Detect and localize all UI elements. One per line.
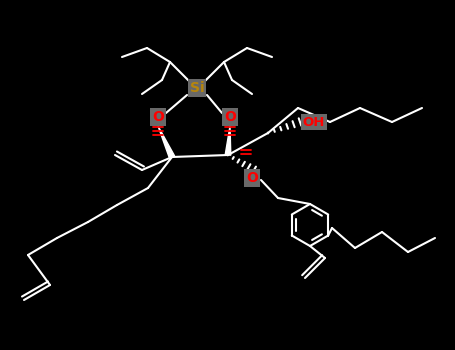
- Polygon shape: [158, 126, 175, 158]
- Polygon shape: [225, 126, 231, 155]
- Text: Si: Si: [190, 81, 204, 95]
- Text: O: O: [152, 110, 164, 124]
- Text: O: O: [246, 171, 258, 185]
- Text: OH: OH: [303, 116, 325, 128]
- Text: O: O: [224, 110, 236, 124]
